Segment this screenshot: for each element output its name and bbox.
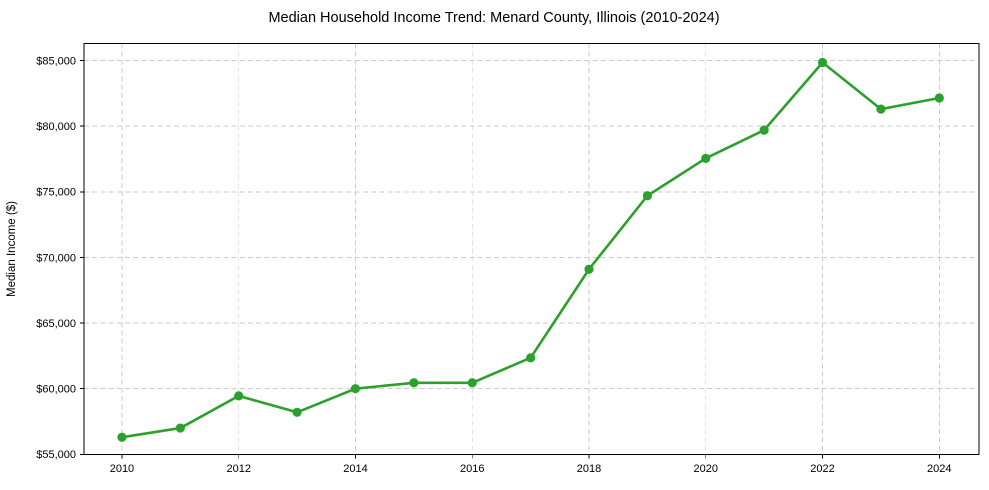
- y-tick-label: $80,000: [36, 121, 76, 133]
- y-tick-label: $55,000: [36, 449, 76, 461]
- y-tick-label: $75,000: [36, 187, 76, 199]
- x-tick-label: 2014: [343, 463, 367, 475]
- data-point-marker: [584, 264, 594, 274]
- data-point-marker: [350, 384, 361, 394]
- y-tick-label: $70,000: [36, 252, 76, 264]
- data-point-marker: [876, 104, 886, 114]
- data-line: [120, 61, 941, 439]
- x-tick-label: 2024: [927, 463, 951, 475]
- x-tick-label: 2022: [810, 463, 834, 475]
- data-point-marker: [817, 57, 828, 68]
- x-tick-label: 2018: [577, 463, 601, 475]
- y-tick-label: $85,000: [36, 55, 76, 67]
- data-point-marker: [292, 407, 302, 417]
- y-tick-label: $60,000: [36, 384, 76, 396]
- data-point-marker: [117, 432, 127, 442]
- y-tick-label: $65,000: [36, 318, 76, 330]
- y-axis-label: Median Income ($): [6, 201, 18, 297]
- data-point-marker: [467, 378, 477, 388]
- x-tick-label: 2010: [110, 463, 134, 475]
- data-point-marker: [642, 191, 652, 201]
- x-tick-label: 2012: [226, 463, 250, 475]
- data-point-marker: [234, 391, 244, 401]
- data-point-marker: [409, 378, 419, 388]
- plot-border: [83, 43, 980, 455]
- plot-area: $55,000 $60,000 $65,000 $70,000 $75,000 $80,0…: [36, 43, 980, 475]
- data-point-marker: [701, 153, 711, 163]
- x-tick-label: 2020: [694, 463, 718, 475]
- data-point-marker: [934, 93, 944, 103]
- data-point-marker: [526, 353, 536, 363]
- chart-title: Median Household Income Trend: Menard Co…: [268, 10, 719, 26]
- data-point-marker: [175, 423, 185, 433]
- x-tick-label: 2016: [460, 463, 484, 475]
- data-point-marker: [759, 125, 769, 135]
